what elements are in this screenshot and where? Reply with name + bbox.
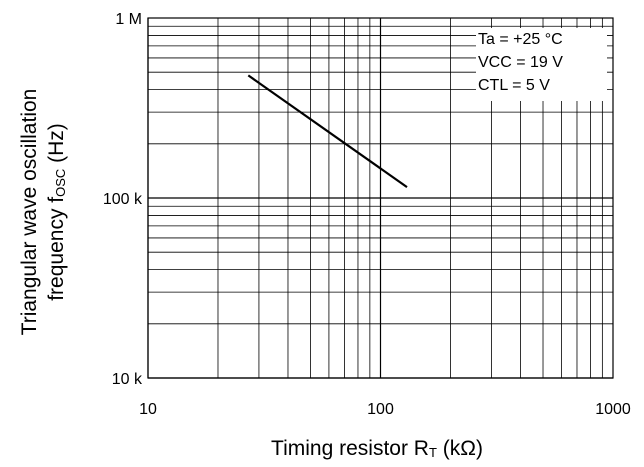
plot-frame: [147, 17, 614, 379]
y-axis-title-subscript: OSC: [53, 169, 68, 197]
x-tick-label: 1000: [595, 401, 631, 418]
x-tick-labels: 10 100 1000: [139, 401, 631, 418]
x-axis-title-subscript: T: [429, 445, 437, 460]
y-tick-label: 10 k: [112, 371, 143, 388]
series-line: [247, 74, 408, 188]
series-layer: [247, 74, 408, 188]
y-axis-title: Triangular wave oscillation frequency fO…: [18, 89, 68, 336]
annotation-background: [476, 28, 607, 101]
y-axis-title-line2: frequency fOSC (Hz): [45, 123, 68, 301]
y-tick-labels: 10 k 100 k 1 M: [103, 11, 143, 388]
annotation-box: Ta = +25 °C VCC = 19 V CTL = 5 V: [476, 28, 607, 101]
x-tick-label: 10: [139, 401, 157, 418]
annotation-vcc: VCC = 19 V: [478, 54, 563, 71]
y-tick-label: 100 k: [103, 191, 143, 208]
annotation-ta: Ta = +25 °C: [478, 31, 563, 48]
y-tick-label: 1 M: [115, 11, 142, 28]
x-tick-label: 100: [367, 401, 394, 418]
annotation-ctl: CTL = 5 V: [478, 77, 550, 94]
x-axis-title: Timing resistor RT (kΩ): [271, 437, 483, 460]
y-axis-title-line1: Triangular wave oscillation: [18, 89, 41, 336]
